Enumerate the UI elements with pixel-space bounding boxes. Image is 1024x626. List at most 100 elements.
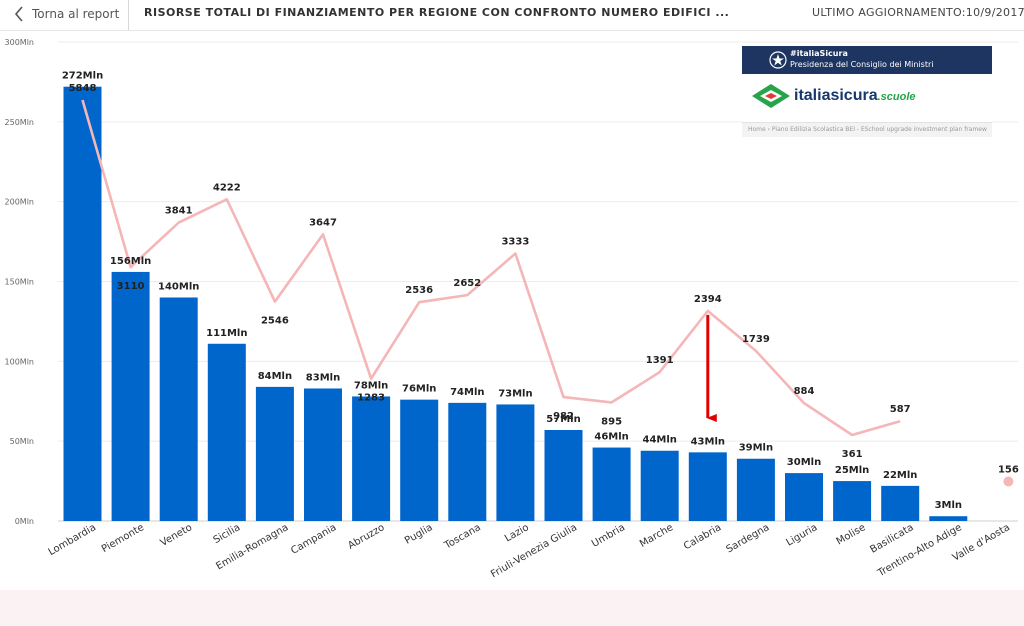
page-title: RISORSE TOTALI DI FINANZIAMENTO PER REGI… bbox=[144, 6, 730, 19]
logo-wordmark-suffix: .scuole bbox=[877, 91, 916, 103]
category-label: Trentino-Alto Adige bbox=[875, 522, 964, 579]
line-data-label: 895 bbox=[601, 416, 622, 427]
category-label: Calabria bbox=[682, 522, 723, 552]
bar-liguria[interactable] bbox=[785, 473, 823, 521]
logo-line2: Presidenza del Consiglio dei Ministri bbox=[790, 60, 934, 69]
line-data-label: 1739 bbox=[742, 334, 770, 345]
bottom-band bbox=[0, 590, 1024, 626]
bar-campania[interactable] bbox=[304, 388, 342, 521]
logo-breadcrumb: Home › Piano Edilizia Scolastica BEI - E… bbox=[742, 122, 992, 137]
y-tick-label: 200Mln bbox=[5, 198, 34, 207]
report-header: Torna al report RISORSE TOTALI DI FINANZ… bbox=[0, 0, 1024, 31]
line-data-label: 1283 bbox=[357, 393, 385, 404]
bar-data-label: 73Mln bbox=[498, 388, 532, 399]
bar-data-label: 111Mln bbox=[206, 328, 247, 339]
back-label: Torna al report bbox=[32, 7, 120, 21]
bar-data-label: 57Mln bbox=[546, 414, 580, 425]
category-label: Liguria bbox=[785, 522, 820, 549]
bar-umbria[interactable] bbox=[592, 447, 631, 521]
bar-data-label: 44Mln bbox=[642, 435, 676, 446]
bar-data-label: 272Mln bbox=[62, 71, 103, 82]
bar-data-label: 156Mln bbox=[110, 256, 151, 267]
line-data-label: 3333 bbox=[501, 237, 529, 248]
category-label: Puglia bbox=[403, 522, 435, 547]
category-label: Piemonte bbox=[100, 522, 146, 555]
bar-basilicata[interactable] bbox=[881, 485, 920, 521]
category-label: Sicilia bbox=[212, 522, 243, 546]
line-data-label: 2394 bbox=[694, 294, 722, 305]
bar-sardegna[interactable] bbox=[736, 458, 775, 521]
bar-data-label: 30Mln bbox=[787, 457, 821, 468]
bar-toscana[interactable] bbox=[448, 402, 487, 521]
line-point-valle-d-aosta bbox=[1003, 476, 1014, 487]
category-label: Campania bbox=[289, 522, 338, 557]
italiasicura-mark-icon bbox=[752, 84, 790, 108]
emblem-icon bbox=[769, 51, 787, 69]
bar-data-label: 78Mln bbox=[354, 380, 388, 391]
line-data-label: 4222 bbox=[213, 182, 241, 193]
category-label: Toscana bbox=[442, 522, 483, 552]
y-tick-label: 150Mln bbox=[5, 278, 34, 287]
building-count-line bbox=[81, 99, 901, 437]
bar-data-label: 39Mln bbox=[739, 443, 773, 454]
bar-piemonte[interactable] bbox=[111, 271, 150, 521]
line-data-label: 587 bbox=[890, 404, 911, 415]
bar-abruzzo[interactable] bbox=[352, 396, 391, 521]
line-data-label: 1391 bbox=[646, 355, 674, 366]
line-data-label: 156 bbox=[998, 465, 1019, 476]
category-label: Marche bbox=[638, 522, 675, 550]
bar-emilia-romagna[interactable] bbox=[255, 386, 294, 521]
bar-puglia[interactable] bbox=[400, 399, 439, 521]
logo-line1: #italiaSicura bbox=[790, 49, 848, 58]
bar-data-label: 83Mln bbox=[306, 372, 340, 383]
bar-molise[interactable] bbox=[833, 481, 872, 521]
category-label: Lazio bbox=[503, 522, 531, 544]
bar-veneto[interactable] bbox=[159, 297, 198, 521]
bar-lombardia[interactable] bbox=[63, 86, 102, 521]
combo-chart: 0Mln50Mln100Mln150Mln200Mln250Mln300Mln … bbox=[5, 38, 1019, 580]
category-label: Lombardia bbox=[47, 522, 98, 558]
back-to-report-button[interactable]: Torna al report bbox=[14, 3, 119, 25]
y-tick-label: 100Mln bbox=[5, 357, 34, 366]
category-label: Friuli-Venezia Giulia bbox=[489, 522, 579, 580]
bar-lazio[interactable] bbox=[496, 404, 535, 521]
logo-header: #italiaSicura Presidenza del Consiglio d… bbox=[742, 46, 992, 74]
line-data-label: 3647 bbox=[309, 217, 337, 228]
category-label: Abruzzo bbox=[346, 522, 386, 552]
bar-data-label: 76Mln bbox=[402, 384, 436, 395]
line-data-label: 3110 bbox=[117, 281, 145, 292]
logo-wordmark: italiasicura.scuole bbox=[794, 87, 916, 105]
bar-friuli-venezia-giulia[interactable] bbox=[544, 429, 583, 521]
logo-breadcrumb-text: Home › Piano Edilizia Scolastica BEI - E… bbox=[748, 126, 987, 133]
chevron-left-icon bbox=[14, 6, 23, 22]
bar-data-label: 43Mln bbox=[691, 436, 725, 447]
category-label: Molise bbox=[835, 522, 868, 547]
last-update-text: ULTIMO AGGIORNAMENTO:10/9/2017, 18 bbox=[812, 6, 1024, 19]
category-label: Umbria bbox=[590, 522, 627, 550]
bar-data-label: 25Mln bbox=[835, 465, 869, 476]
bar-marche[interactable] bbox=[640, 450, 679, 521]
bar-data-label: 84Mln bbox=[258, 371, 292, 382]
line-data-label: 884 bbox=[794, 386, 815, 397]
category-label: Sardegna bbox=[725, 522, 772, 555]
bar-data-label: 46Mln bbox=[594, 432, 628, 443]
line-data-label: 2652 bbox=[453, 278, 481, 289]
bar-sicilia[interactable] bbox=[207, 343, 246, 521]
y-tick-label: 300Mln bbox=[5, 38, 34, 47]
chart-container: 0Mln 50Mln 100Mln 150Mln 200Mln 250Mln 300Mln … bbox=[0, 30, 1024, 590]
y-tick-label: 0Mln bbox=[15, 517, 34, 526]
bar-data-label: 3Mln bbox=[935, 500, 962, 511]
header-divider bbox=[128, 0, 129, 30]
line-data-label: 5848 bbox=[69, 83, 97, 94]
bar-data-label: 74Mln bbox=[450, 387, 484, 398]
italiasicura-logo: #italiaSicura Presidenza del Consiglio d… bbox=[742, 46, 992, 140]
y-tick-label: 250Mln bbox=[5, 118, 34, 127]
line-data-label: 982 bbox=[553, 411, 574, 422]
bar-trentino-alto-adige[interactable] bbox=[929, 516, 968, 521]
line-data-label: 2536 bbox=[405, 285, 433, 296]
line-data-label: 361 bbox=[842, 449, 863, 460]
category-label: Veneto bbox=[159, 522, 195, 549]
bar-calabria[interactable] bbox=[688, 452, 727, 521]
logo-wordmark-main: italiasicura bbox=[794, 87, 878, 104]
y-tick-label: 50Mln bbox=[10, 437, 34, 446]
